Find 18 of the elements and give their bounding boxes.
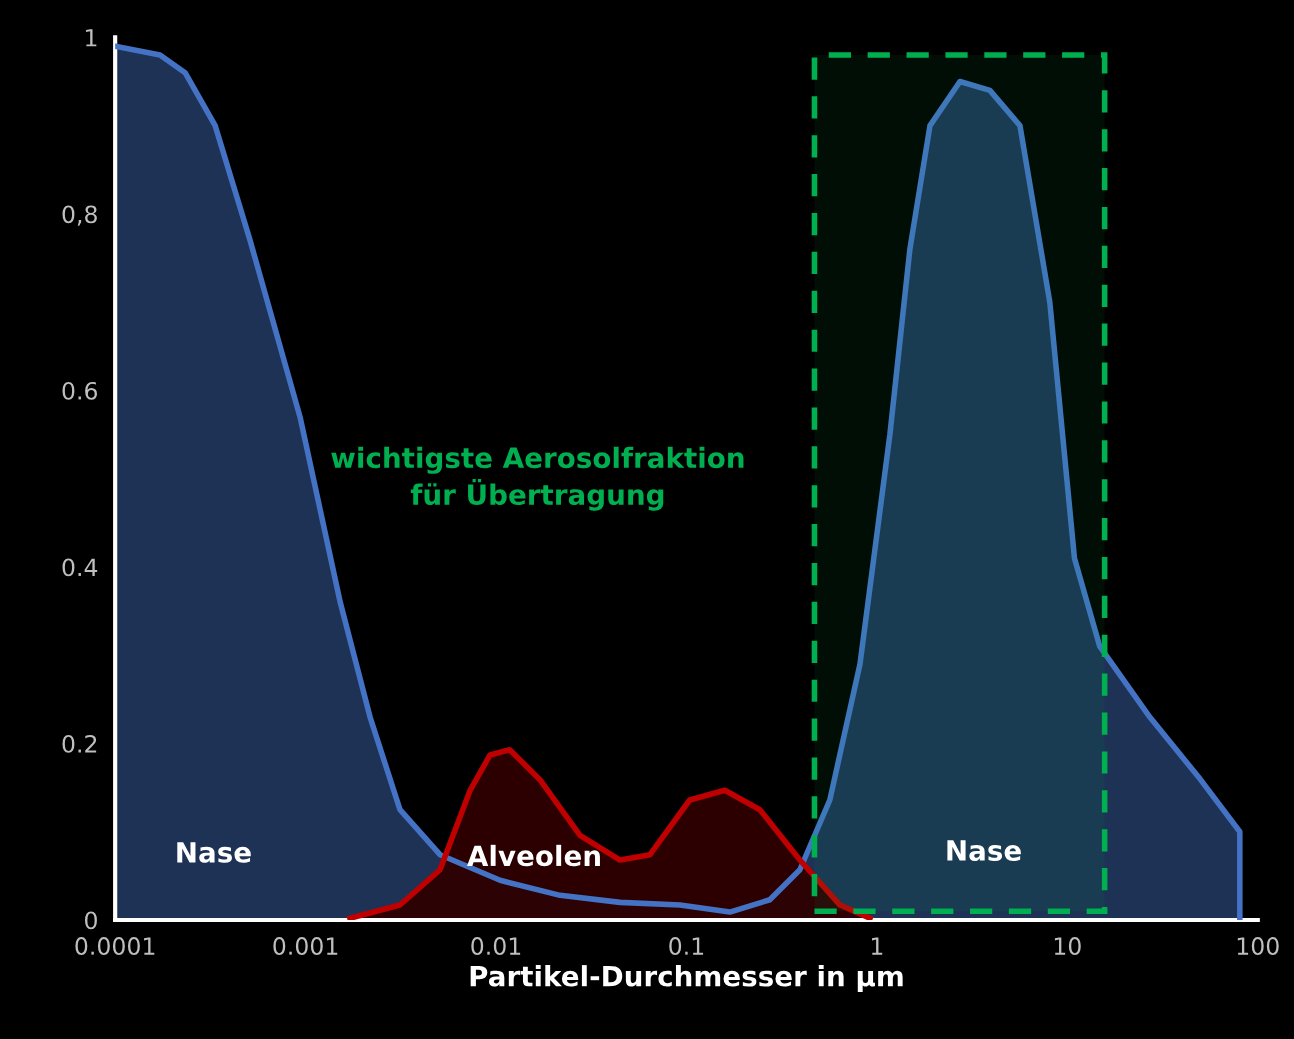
x-tick-label: 0.001: [273, 937, 338, 955]
y-tick-label: 0: [85, 911, 97, 930]
annotation: Alveolen: [467, 844, 600, 867]
x-tick-label: 100: [1237, 937, 1279, 955]
y-tick-label: 0.4: [62, 558, 98, 577]
y-tick-label: 0,8: [62, 205, 97, 226]
x-tick-label: 0.1: [669, 937, 704, 955]
x-tick-label: 0.01: [471, 937, 521, 955]
x-tick-label: 1: [871, 937, 883, 955]
annotation: Nase: [947, 840, 1021, 862]
annotation: wichtigste Aerosolfraktion für Übertragung: [331, 446, 744, 511]
y-tick-label: 0.2: [62, 734, 97, 753]
y-tick-label: 0.6: [62, 381, 98, 400]
x-tick-label: 0.0001: [75, 937, 155, 955]
x-tick-label: 10: [1054, 937, 1081, 955]
y-tick-label: 1: [86, 29, 97, 47]
x-axis-title: Partikel-Durchmesser in µm: [470, 965, 903, 993]
annotation: Nase: [177, 842, 251, 863]
